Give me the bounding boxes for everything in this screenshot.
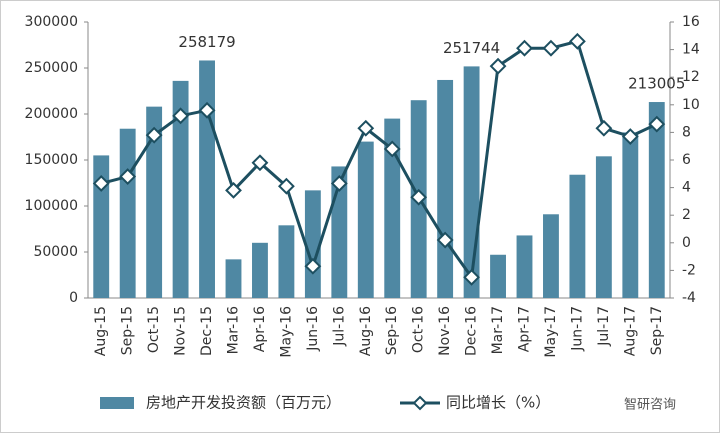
x-tick-label: Jul-16 — [331, 306, 347, 347]
marker — [621, 128, 639, 145]
legend-label: 房地产开发投资额（百万元） — [146, 394, 341, 412]
bar — [516, 235, 533, 298]
marker — [436, 231, 454, 249]
data-label: 258179 — [178, 33, 235, 51]
x-tick-label: Nov-16 — [437, 306, 453, 356]
y2-tick-label: -4 — [682, 290, 696, 306]
y-tick-label: 50000 — [33, 244, 78, 260]
bar — [463, 66, 480, 298]
marker — [92, 175, 110, 192]
bar — [93, 155, 110, 298]
x-tick-label: Jun-16 — [305, 306, 321, 352]
bar — [199, 60, 215, 299]
x-tick-label: May-17 — [543, 306, 559, 358]
y2-tick-label: 6 — [682, 152, 691, 168]
line — [100, 39, 658, 282]
x-tick-label: Dec-16 — [464, 306, 480, 356]
marker — [172, 107, 190, 125]
x-tick-label: Aug-16 — [358, 306, 374, 356]
y2-tick-label: 12 — [682, 69, 700, 85]
bar — [595, 156, 612, 298]
marker — [119, 168, 137, 185]
bar — [252, 242, 268, 298]
bar — [437, 79, 454, 299]
y-tick-label: 150000 — [25, 152, 78, 168]
marker — [516, 39, 533, 57]
marker — [277, 177, 295, 195]
x-tick-label: Aug-17 — [622, 306, 638, 356]
bar — [146, 106, 163, 298]
marker — [145, 126, 163, 144]
y2-tick-label: 0 — [682, 235, 691, 251]
marker — [251, 154, 269, 172]
marker — [542, 39, 560, 57]
bar — [278, 225, 295, 298]
bar — [225, 259, 242, 298]
marker — [357, 119, 375, 137]
marker — [648, 115, 666, 133]
x-tick-label: Apr-16 — [252, 306, 268, 352]
marker — [568, 32, 586, 50]
y-tick-label: 100000 — [25, 198, 78, 214]
x-tick-label: Nov-15 — [173, 306, 189, 356]
y2-tick-label: -2 — [682, 262, 696, 278]
bar — [490, 254, 506, 298]
bar — [648, 102, 665, 298]
y2-tick-label: 10 — [682, 97, 700, 113]
x-tick-label: Mar-17 — [490, 306, 506, 354]
marker — [198, 101, 216, 119]
marker — [595, 119, 613, 137]
x-tick-label: Oct-15 — [146, 306, 162, 353]
x-tick-label: Mar-16 — [226, 306, 242, 354]
marker — [330, 175, 348, 192]
x-tick-label: Sep-16 — [384, 306, 400, 355]
y2-tick-label: 14 — [682, 42, 700, 58]
y-tick-label: 250000 — [25, 60, 78, 76]
marker — [410, 188, 428, 206]
x-tick-label: Sep-17 — [649, 306, 665, 355]
data-label: 251744 — [443, 39, 500, 57]
y2-tick-label: 16 — [682, 14, 700, 30]
y-tick-label: 200000 — [25, 106, 78, 122]
bar — [569, 174, 586, 298]
bar — [304, 190, 321, 298]
marker — [489, 57, 507, 75]
bar — [119, 128, 136, 298]
y2-tick-label: 8 — [682, 124, 691, 140]
marker — [304, 257, 322, 275]
bar — [357, 141, 374, 298]
marker — [383, 140, 401, 158]
watermark: 智研咨询 — [624, 398, 676, 413]
marker — [225, 181, 242, 199]
legend-label: 同比增长（%） — [446, 394, 550, 412]
bar — [543, 214, 559, 298]
data-label: 213005 — [628, 75, 685, 93]
marker — [463, 268, 481, 286]
y2-tick-label: 4 — [682, 180, 691, 196]
y-tick-label: 0 — [69, 290, 78, 306]
y2-tick-label: 2 — [682, 207, 691, 223]
x-tick-label: Dec-15 — [199, 306, 215, 356]
x-tick-label: Oct-16 — [411, 306, 427, 353]
x-tick-label: May-16 — [278, 306, 294, 358]
x-tick-label: Jul-17 — [596, 306, 612, 347]
x-tick-label: Apr-17 — [517, 306, 533, 352]
legend-swatch — [412, 395, 428, 411]
x-tick-label: Aug-15 — [93, 306, 109, 356]
x-tick-label: Sep-15 — [120, 306, 136, 355]
bar — [172, 80, 189, 298]
bar — [622, 132, 639, 298]
y-tick-label: 300000 — [25, 14, 78, 30]
x-tick-label: Jun-17 — [569, 306, 585, 352]
bar — [384, 118, 401, 298]
legend-swatch — [100, 397, 134, 409]
